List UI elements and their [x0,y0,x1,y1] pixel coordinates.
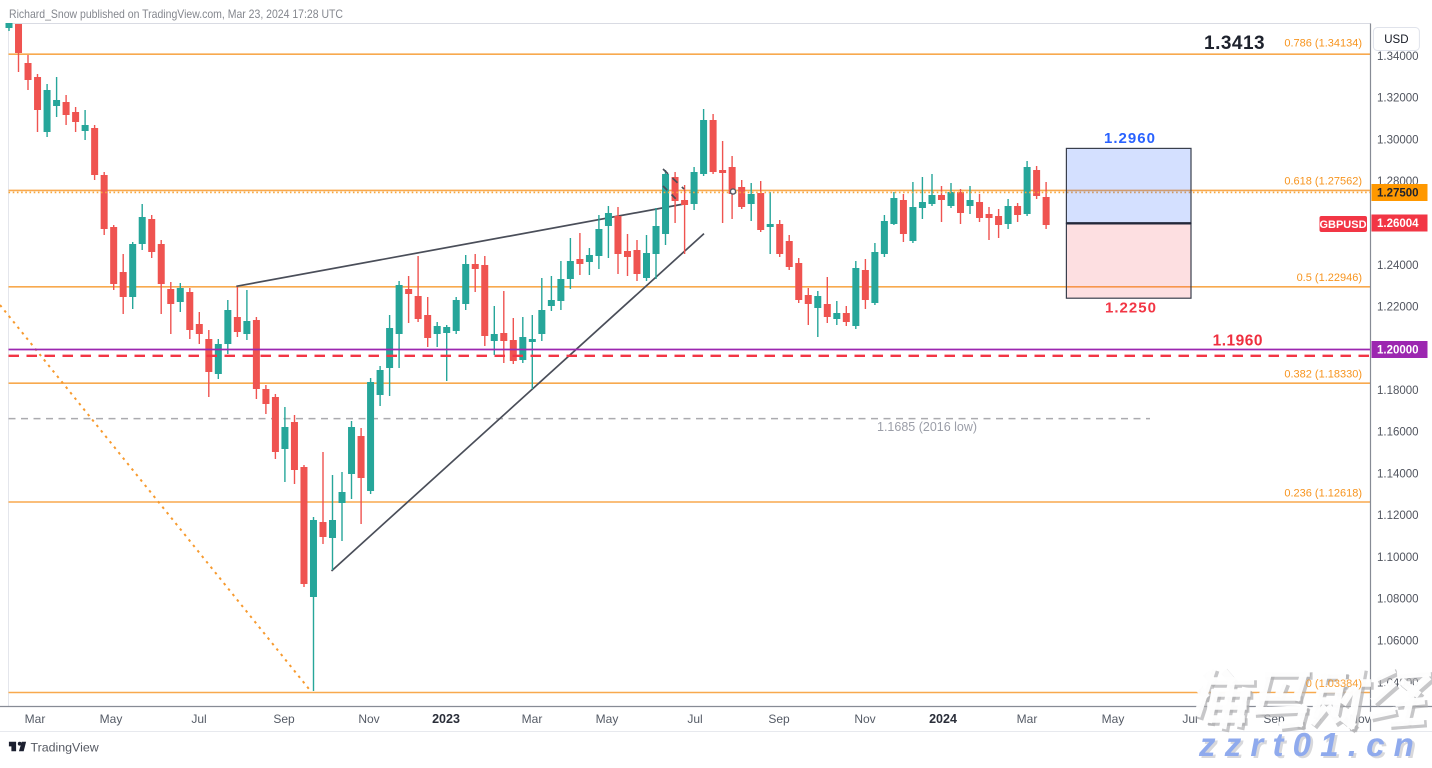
svg-text:1.18000: 1.18000 [1377,385,1419,397]
svg-text:1.2960: 1.2960 [1104,130,1156,147]
svg-text:1.27500: 1.27500 [1377,188,1419,200]
svg-text:1.06000: 1.06000 [1377,636,1419,648]
svg-text:1.32000: 1.32000 [1377,93,1419,105]
svg-text:1.14000: 1.14000 [1377,468,1419,480]
svg-text:May: May [100,712,123,726]
svg-text:Sep: Sep [273,712,295,726]
svg-text:0.236 (1.12618): 0.236 (1.12618) [1284,488,1362,500]
svg-text:0 (1.03384): 0 (1.03384) [1306,678,1362,690]
svg-text:1.16000: 1.16000 [1377,427,1419,439]
svg-text:Nov: Nov [358,712,379,726]
svg-text:1.24000: 1.24000 [1377,260,1419,272]
svg-text:Richard_Snow published on Trad: Richard_Snow published on TradingView.co… [9,7,343,21]
svg-text:1.10000: 1.10000 [1377,552,1419,564]
svg-text:Sep: Sep [768,712,790,726]
svg-text:May: May [596,712,619,726]
svg-text:2024: 2024 [929,712,957,726]
svg-text:1.1960: 1.1960 [1213,333,1263,350]
svg-text:Jul: Jul [191,712,206,726]
svg-text:1.30000: 1.30000 [1377,135,1419,147]
svg-text:1.3413: 1.3413 [1204,33,1265,54]
svg-text:USD: USD [1384,34,1408,46]
svg-text:2023: 2023 [432,712,460,726]
svg-text:0.382 (1.18330): 0.382 (1.18330) [1284,369,1362,381]
svg-text:0.618 (1.27562): 0.618 (1.27562) [1284,176,1362,188]
svg-text:1.20000: 1.20000 [1377,345,1419,357]
svg-text:1.34000: 1.34000 [1377,51,1419,63]
svg-text:May: May [1102,712,1125,726]
svg-text:TradingView: TradingView [31,741,99,755]
svg-text:1.1685 (2016 low): 1.1685 (2016 low) [877,420,977,434]
svg-text:Mar: Mar [1017,712,1038,726]
svg-text:Mar: Mar [25,712,46,726]
svg-text:0.786 (1.34134): 0.786 (1.34134) [1284,38,1362,50]
svg-text:Nov: Nov [854,712,875,726]
svg-text:0.5 (1.22946): 0.5 (1.22946) [1297,272,1362,284]
svg-text:1.12000: 1.12000 [1377,510,1419,522]
svg-text:zzrt01.cn: zzrt01.cn [1198,726,1423,763]
svg-text:Jul: Jul [687,712,702,726]
svg-text:1.2250: 1.2250 [1105,300,1157,317]
svg-text:Mar: Mar [522,712,543,726]
svg-text:1.26004: 1.26004 [1377,218,1419,230]
svg-text:GBPUSD: GBPUSD [1319,219,1366,231]
svg-text:1.22000: 1.22000 [1377,302,1419,314]
svg-text:1.08000: 1.08000 [1377,594,1419,606]
